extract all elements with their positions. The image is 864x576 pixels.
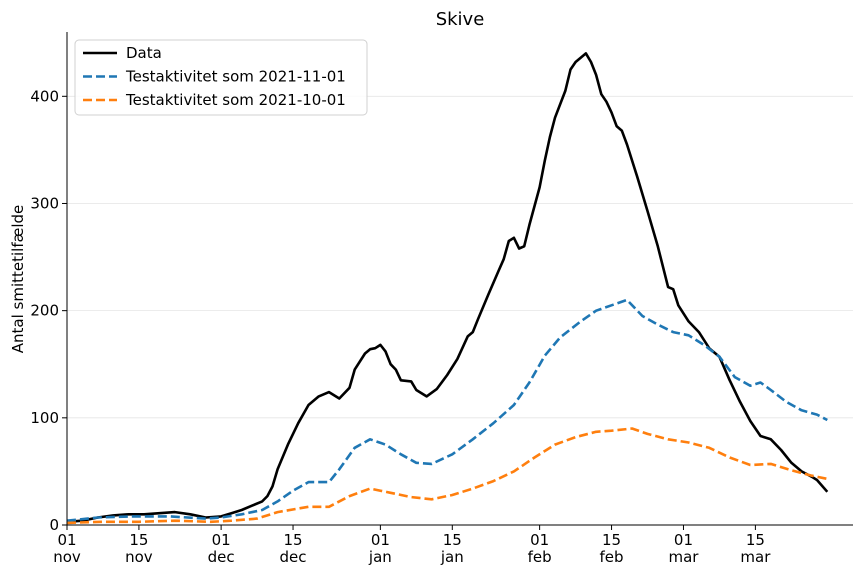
y-tick-label: 400 (30, 87, 59, 105)
axes: 010020030040001nov15nov01dec15dec01jan15… (30, 32, 853, 566)
plot-area (66, 52, 829, 525)
y-tick-label: 0 (49, 516, 59, 534)
x-tick-label-day: 01 (530, 531, 549, 549)
legend-label-2: Testaktivitet som 2021-10-01 (125, 91, 346, 109)
x-tick-label-day: 01 (212, 531, 231, 549)
x-tick-label-month: nov (125, 548, 153, 566)
series-line-2 (66, 427, 828, 525)
x-tick-label-month: feb (528, 548, 552, 566)
x-tick-label-month: jan (368, 548, 392, 566)
series-line-1 (66, 298, 828, 522)
y-tick-label: 200 (30, 302, 59, 320)
gridlines (67, 95, 853, 419)
x-tick-label-month: dec (208, 548, 235, 566)
x-tick-label-day: 15 (443, 531, 462, 549)
x-tick-label-month: feb (600, 548, 624, 566)
x-tick-label-day: 15 (283, 531, 302, 549)
x-tick-label-month: mar (668, 548, 699, 566)
x-tick-label-day: 15 (129, 531, 148, 549)
legend-box (74, 39, 368, 116)
y-tick-label: 100 (30, 409, 59, 427)
series-line-0 (66, 52, 829, 524)
legend: Data Testaktivitet som 2021-11-01 Testakti… (74, 39, 368, 116)
x-tick-label-month: jan (440, 548, 464, 566)
x-tick-label-day: 01 (57, 531, 76, 549)
x-tick-label-day: 01 (674, 531, 693, 549)
legend-label-0: Data (126, 44, 162, 62)
y-axis-label: Antal smittetilfælde (9, 205, 27, 354)
x-tick-label-month: nov (53, 548, 81, 566)
x-tick-label-month: mar (740, 548, 771, 566)
x-tick-label-month: dec (280, 548, 307, 566)
legend-label-1: Testaktivitet som 2021-11-01 (125, 68, 346, 86)
x-tick-label-day: 15 (746, 531, 765, 549)
x-tick-label-day: 15 (602, 531, 621, 549)
y-tick-label: 300 (30, 194, 59, 212)
chart-title: Skive (436, 9, 485, 30)
x-tick-label-day: 01 (371, 531, 390, 549)
